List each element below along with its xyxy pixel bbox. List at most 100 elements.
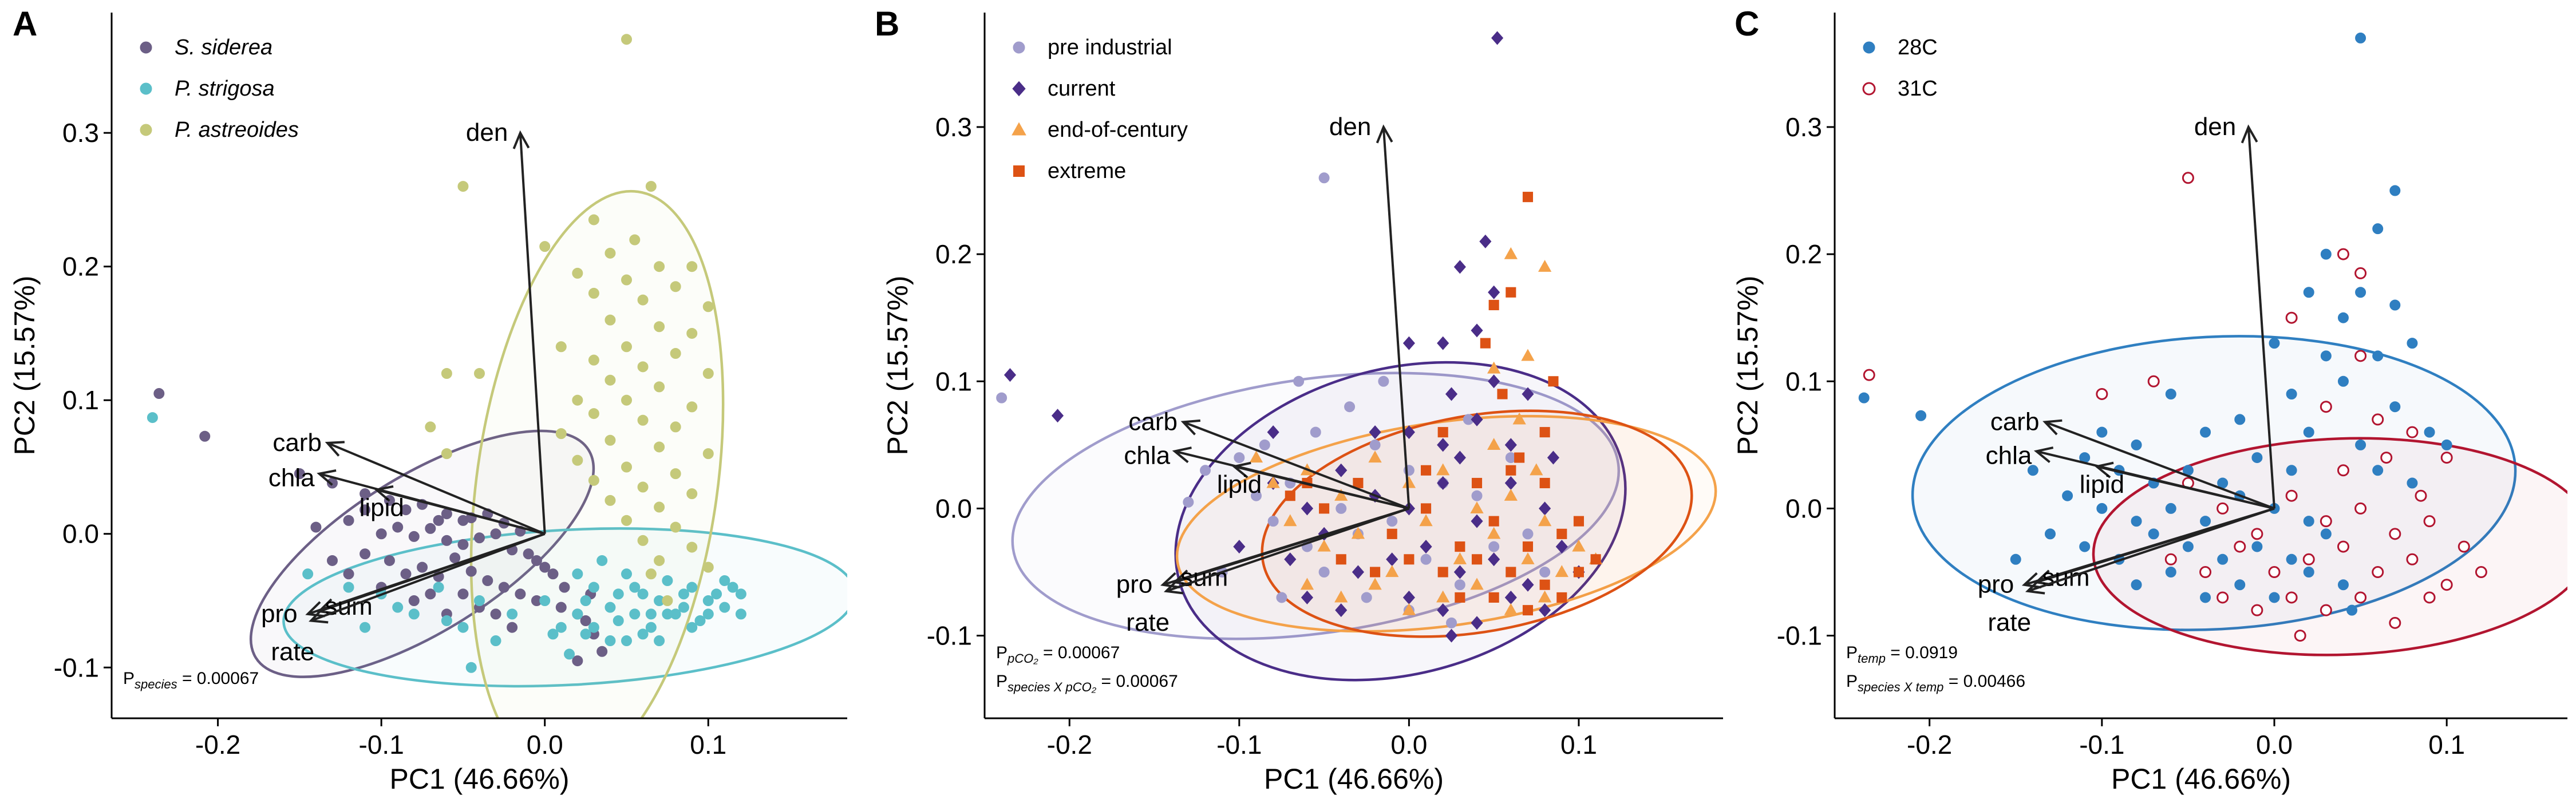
data-point [2285, 489, 2298, 502]
data-point [2354, 350, 2367, 362]
data-point [1335, 463, 1348, 477]
data-point [1539, 603, 1551, 618]
data-point [1420, 540, 1432, 554]
data-point [1538, 514, 1552, 527]
data-point [1318, 172, 1330, 184]
data-point [2010, 553, 2021, 565]
data-point [425, 588, 436, 600]
data-point [1319, 503, 1330, 514]
data-point [645, 622, 657, 633]
data-point [654, 321, 665, 333]
data-point [310, 521, 322, 533]
data-point [1267, 516, 1279, 527]
data-point [498, 581, 509, 593]
data-point [686, 541, 698, 553]
data-point [482, 575, 493, 586]
y-tick-label: 0.0 [1785, 493, 1822, 523]
data-point [1470, 577, 1484, 590]
x-tick-label: -0.1 [359, 730, 404, 759]
p-value-annotation-part: P [1846, 643, 1858, 662]
data-point [417, 561, 428, 573]
data-point [2303, 567, 2314, 578]
data-point [408, 531, 420, 542]
data-point [2389, 299, 2401, 311]
data-point [2200, 426, 2211, 438]
data-point [2346, 604, 2358, 616]
loading-arrow [2096, 465, 2275, 510]
data-point [2389, 401, 2401, 413]
data-point [1539, 427, 1550, 438]
loading-arrow [1234, 465, 1409, 510]
data-point [2337, 579, 2349, 591]
data-point [2372, 223, 2384, 235]
data-point [686, 261, 698, 272]
data-point [1301, 590, 1314, 604]
y-tick-label: -0.1 [1777, 621, 1822, 651]
data-point [580, 615, 591, 627]
data-point [637, 361, 649, 373]
loading-label-pro: pro [1116, 571, 1153, 599]
y-tick-label: 0.2 [62, 252, 99, 282]
data-point [507, 608, 518, 620]
data-point [2337, 375, 2349, 387]
data-point [711, 588, 722, 600]
legend-label: P. strigosa [175, 77, 275, 101]
data-point [1504, 488, 1518, 501]
loading-label-rate: rate [271, 638, 314, 666]
data-point [2269, 592, 2280, 603]
data-point [1487, 438, 1501, 450]
data-point [702, 368, 714, 379]
data-point [294, 468, 305, 480]
data-point [507, 622, 518, 633]
data-point [2407, 338, 2418, 349]
data-point [1471, 554, 1483, 565]
data-point [2440, 579, 2453, 591]
x-axis-title: PC1 (46.66%) [1264, 763, 1444, 795]
loading-label-den: den [2194, 113, 2236, 141]
data-point [1334, 488, 1348, 501]
data-point [2389, 185, 2401, 196]
p-value-annotation-part: species [135, 677, 177, 691]
y-tick-label: -0.1 [927, 621, 972, 651]
y-axis-title: PC2 (15.57%) [9, 275, 41, 455]
data-point [2372, 350, 2384, 362]
series-3-points [425, 34, 714, 606]
data-point [359, 504, 371, 516]
data-point [2354, 502, 2367, 515]
data-point [2268, 566, 2281, 579]
data-point [425, 523, 436, 534]
data-point [2337, 464, 2349, 477]
data-point [694, 615, 706, 627]
data-point [605, 495, 616, 506]
loading-arrowhead [2021, 572, 2042, 589]
data-point [1858, 392, 1870, 404]
data-point [596, 646, 608, 657]
x-tick-label: 0.1 [2428, 730, 2465, 759]
data-point [1488, 516, 1499, 527]
data-point [465, 565, 477, 577]
data-point [1539, 567, 1551, 578]
data-point [621, 341, 632, 353]
legend-key [140, 124, 152, 136]
data-point [1344, 401, 1356, 413]
loading-label-carb: carb [1128, 408, 1178, 436]
data-point [686, 327, 698, 339]
data-point [1453, 450, 1466, 465]
p-value-annotation-interaction-part: = 0.00466 [1943, 672, 2025, 691]
data-point [1200, 465, 1211, 476]
loading-arrowhead [1376, 124, 1393, 144]
x-tick-label: -0.2 [1047, 730, 1092, 759]
data-point [605, 434, 616, 446]
data-point [384, 555, 395, 566]
data-point [1336, 554, 1346, 565]
data-point [662, 575, 673, 586]
data-point [1351, 527, 1365, 539]
data-point [1437, 438, 1449, 452]
data-point [588, 474, 599, 486]
data-point [572, 655, 583, 667]
data-point [2407, 477, 2418, 489]
legend-label: pre industrial [1048, 35, 1172, 60]
data-point [1454, 579, 1465, 591]
y-tick-label: 0.0 [62, 519, 99, 549]
data-point [572, 608, 583, 620]
